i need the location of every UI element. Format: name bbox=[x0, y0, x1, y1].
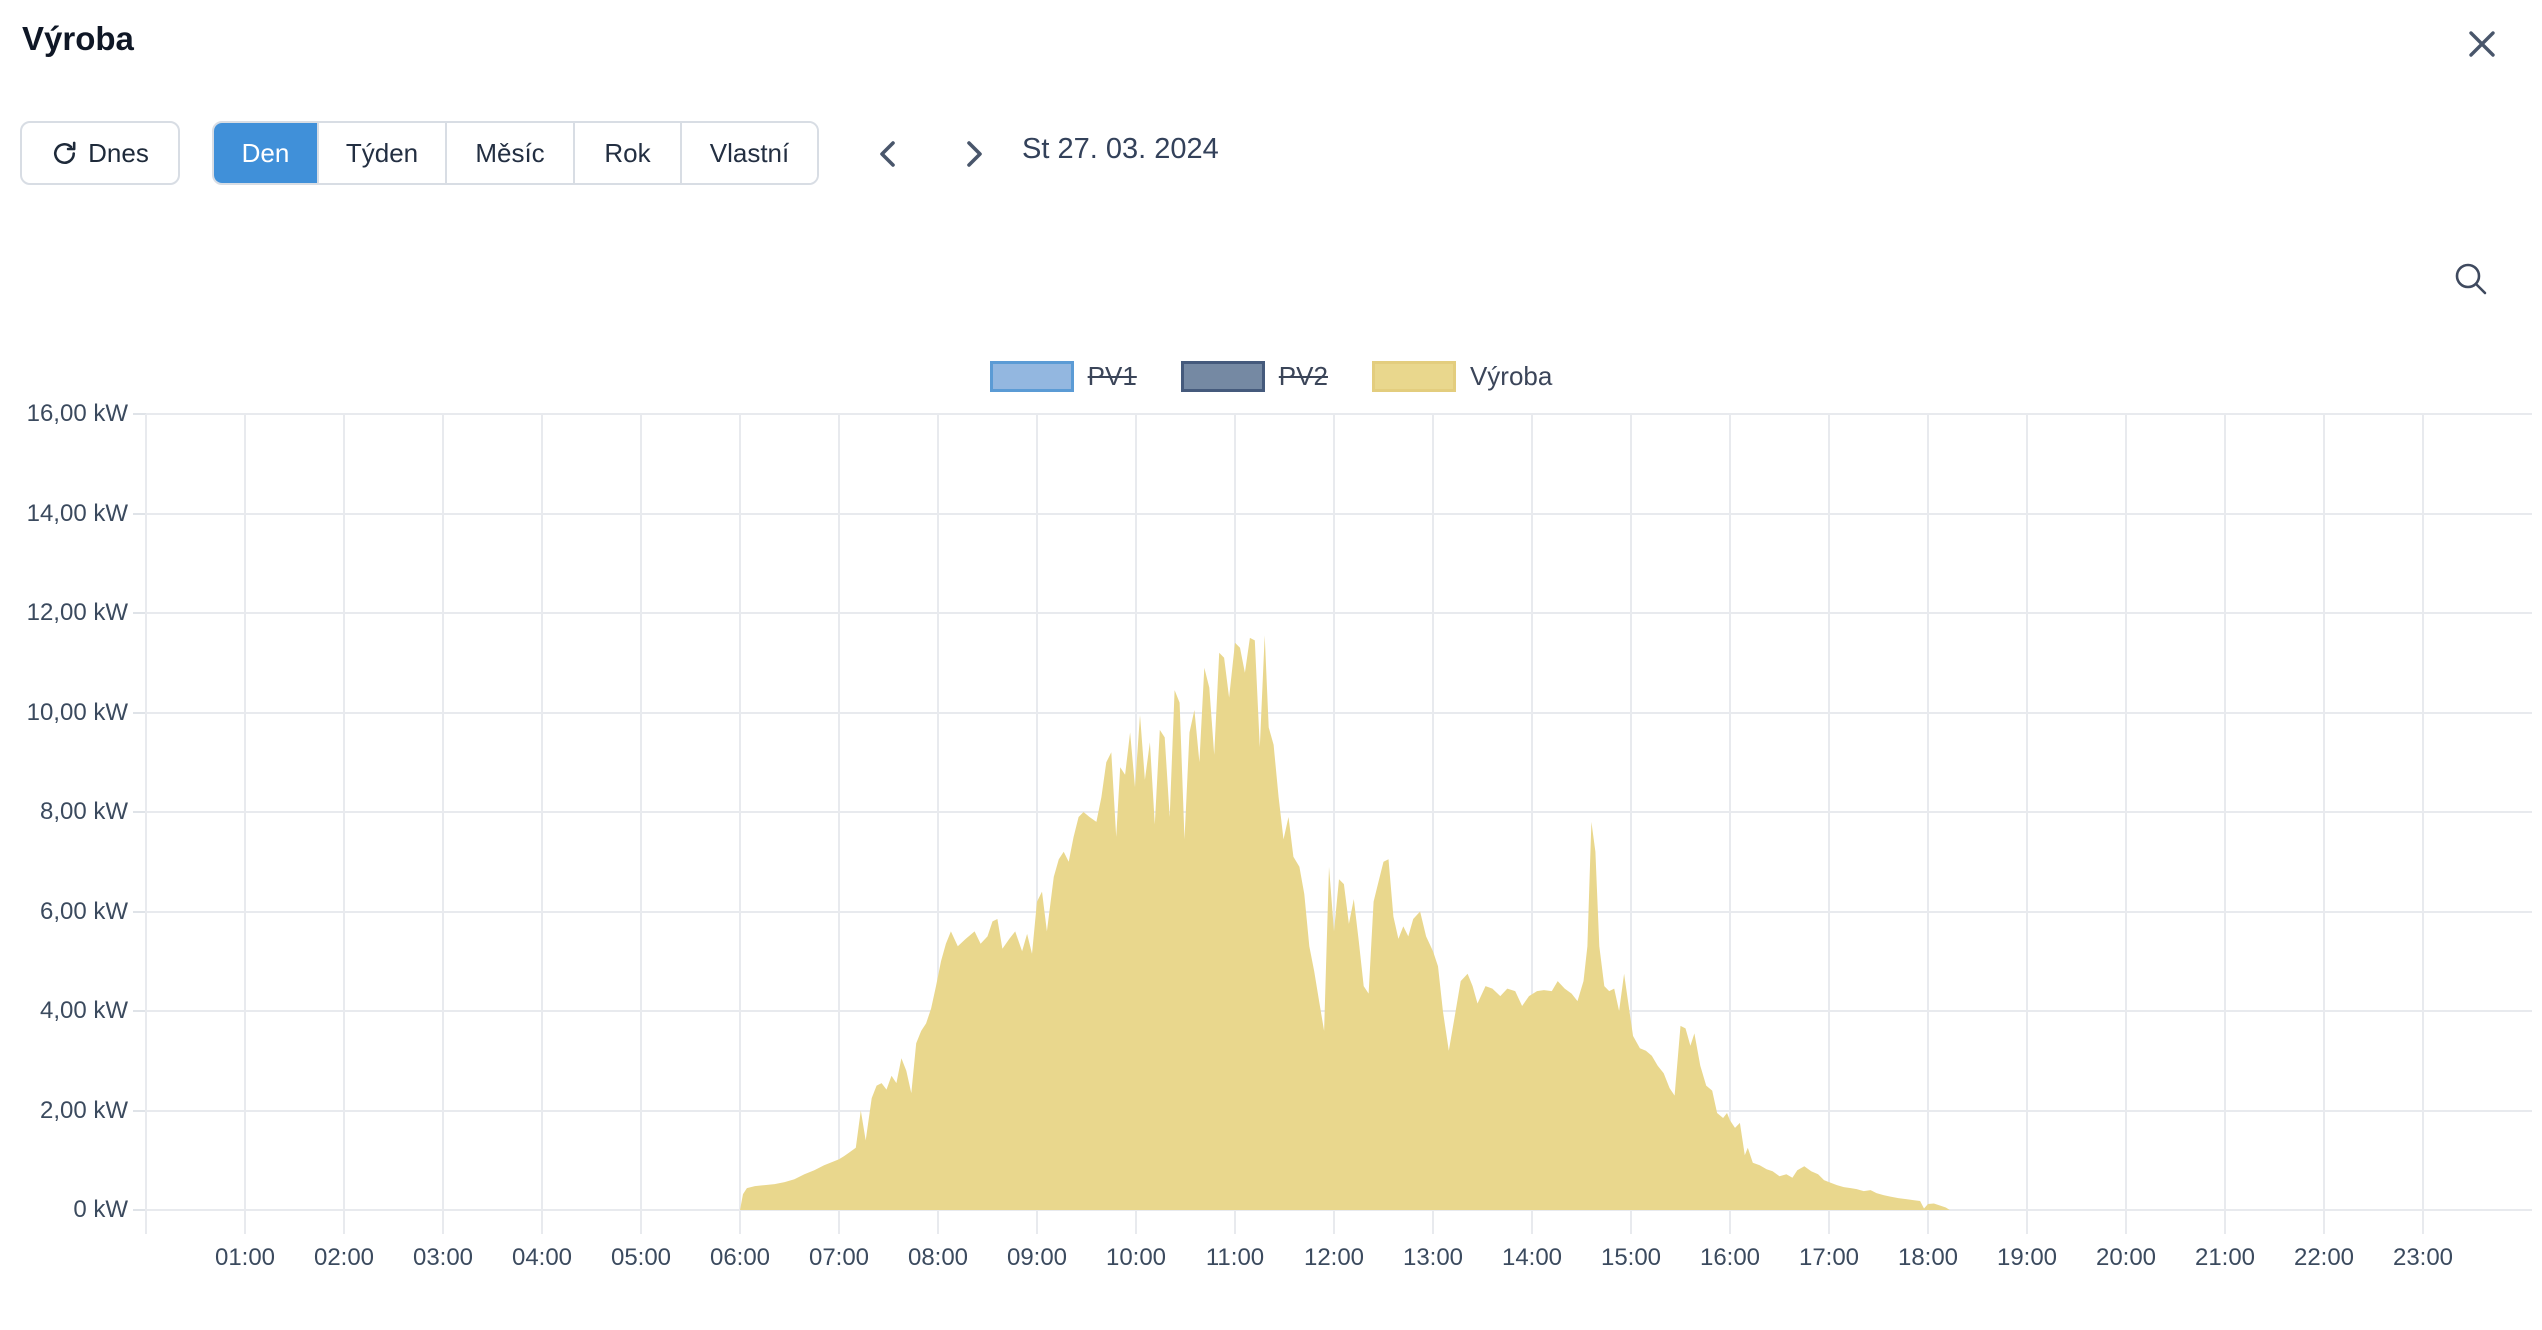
v-gridline bbox=[1333, 414, 1335, 1234]
y-axis-label: 12,00 kW bbox=[26, 599, 128, 626]
v-gridline bbox=[1036, 414, 1038, 1234]
search-icon bbox=[2455, 263, 2487, 295]
y-axis-label: 0 kW bbox=[73, 1196, 128, 1223]
chart-zoom-button[interactable] bbox=[2448, 256, 2494, 302]
x-axis-label: 10:00 bbox=[1105, 1244, 1167, 1271]
v-gridline bbox=[937, 414, 939, 1234]
h-gridline bbox=[146, 612, 2532, 614]
y-axis-label: 2,00 kW bbox=[39, 1096, 128, 1124]
legend-swatch-vyroba bbox=[1371, 361, 1456, 392]
y-axis-tick bbox=[133, 413, 146, 415]
v-gridline bbox=[739, 414, 741, 1234]
v-gridline bbox=[343, 414, 345, 1234]
x-axis-label: 04:00 bbox=[511, 1244, 573, 1271]
v-gridline bbox=[2224, 414, 2226, 1234]
x-axis-label: 15:00 bbox=[1600, 1244, 1662, 1271]
legend-swatch-pv2 bbox=[1180, 361, 1265, 392]
x-axis-label: 06:00 bbox=[709, 1244, 771, 1271]
v-gridline bbox=[1828, 414, 1830, 1234]
x-axis-label: 20:00 bbox=[2095, 1244, 2157, 1271]
v-gridline bbox=[1630, 414, 1632, 1234]
vyroba-area-series bbox=[740, 635, 1950, 1210]
v-gridline bbox=[1927, 414, 1929, 1234]
h-gridline bbox=[146, 711, 2532, 714]
x-axis-label: 16:00 bbox=[1699, 1244, 1761, 1271]
v-gridline bbox=[2125, 414, 2127, 1234]
v-gridline bbox=[2323, 414, 2325, 1234]
range-tab-group: Den Týden Měsíc Rok Vlastní bbox=[212, 121, 819, 185]
legend-item-pv2[interactable]: PV2 bbox=[1180, 361, 1328, 392]
v-gridline bbox=[1432, 414, 1434, 1234]
close-icon bbox=[2469, 31, 2495, 57]
y-axis-label: 14,00 kW bbox=[26, 499, 128, 527]
tab-den[interactable]: Den bbox=[214, 123, 317, 183]
x-axis-label: 12:00 bbox=[1303, 1244, 1365, 1271]
y-axis-tick bbox=[133, 910, 146, 913]
v-gridline bbox=[2422, 414, 2424, 1234]
legend-label-vyroba: Výroba bbox=[1469, 361, 1553, 391]
h-gridline bbox=[146, 512, 2532, 515]
x-axis-label: 09:00 bbox=[1006, 1244, 1068, 1271]
y-axis-label: 6,00 kW bbox=[39, 897, 128, 925]
today-button-label: Dnes bbox=[88, 137, 149, 168]
x-axis-label: 05:00 bbox=[610, 1244, 672, 1271]
y-axis-label: 16,00 kW bbox=[26, 400, 128, 427]
v-gridline bbox=[244, 414, 246, 1234]
x-axis-label: 02:00 bbox=[313, 1244, 375, 1271]
y-axis-tick bbox=[133, 612, 146, 614]
legend-label-pv1: PV1 bbox=[1087, 361, 1137, 391]
chevron-left-icon bbox=[880, 141, 895, 167]
today-button[interactable]: Dnes bbox=[20, 121, 180, 185]
x-axis-label: 13:00 bbox=[1402, 1244, 1464, 1271]
x-axis-label: 22:00 bbox=[2293, 1244, 2355, 1271]
tab-vlastni[interactable]: Vlastní bbox=[680, 123, 817, 183]
v-gridline bbox=[838, 414, 840, 1234]
x-axis-label: 01:00 bbox=[214, 1244, 276, 1271]
y-axis-tick bbox=[133, 512, 146, 515]
h-gridline bbox=[146, 1209, 2532, 1211]
x-axis-label: 17:00 bbox=[1798, 1244, 1860, 1271]
v-gridline bbox=[541, 414, 543, 1234]
plot-left-border bbox=[145, 414, 147, 1234]
v-gridline bbox=[1531, 414, 1533, 1234]
close-button[interactable] bbox=[2460, 22, 2504, 66]
v-gridline bbox=[640, 414, 642, 1234]
x-axis-label: 07:00 bbox=[808, 1244, 870, 1271]
v-gridline bbox=[1729, 414, 1731, 1234]
x-axis-label: 03:00 bbox=[412, 1244, 474, 1271]
tab-mesic[interactable]: Měsíc bbox=[445, 123, 573, 183]
date-label: St 27. 03. 2024 bbox=[1022, 133, 1219, 165]
v-gridline bbox=[2026, 414, 2028, 1234]
y-axis-label: 4,00 kW bbox=[39, 997, 128, 1024]
legend-swatch-pv1 bbox=[989, 361, 1074, 392]
chart-legend: PV1 PV2 Výroba bbox=[0, 361, 2542, 392]
refresh-icon bbox=[54, 141, 76, 164]
x-axis-label: 11:00 bbox=[1205, 1244, 1265, 1271]
y-axis-tick bbox=[133, 811, 146, 813]
y-axis-label: 10,00 kW bbox=[26, 698, 128, 726]
x-axis-label: 08:00 bbox=[907, 1244, 969, 1271]
tab-rok[interactable]: Rok bbox=[573, 123, 680, 183]
y-axis-label: 8,00 kW bbox=[39, 798, 128, 825]
chevron-right-icon bbox=[967, 141, 982, 167]
next-day-button[interactable] bbox=[948, 128, 1000, 180]
x-axis-label: 19:00 bbox=[1996, 1244, 2058, 1271]
y-axis-tick bbox=[133, 1010, 146, 1012]
x-axis-label: 23:00 bbox=[2392, 1244, 2454, 1271]
x-axis-label: 14:00 bbox=[1501, 1244, 1563, 1271]
y-axis-tick bbox=[133, 711, 146, 714]
legend-item-pv1[interactable]: PV1 bbox=[989, 361, 1137, 392]
legend-label-pv2: PV2 bbox=[1278, 361, 1328, 391]
page-title: Výroba bbox=[22, 20, 134, 57]
legend-item-vyroba[interactable]: Výroba bbox=[1371, 361, 1553, 392]
y-axis-tick bbox=[133, 1109, 146, 1112]
tab-tyden[interactable]: Týden bbox=[317, 123, 445, 183]
y-axis-tick bbox=[133, 1209, 146, 1211]
x-axis-label: 18:00 bbox=[1897, 1244, 1959, 1271]
v-gridline bbox=[442, 414, 444, 1234]
x-axis-label: 21:00 bbox=[2194, 1244, 2256, 1271]
prev-day-button[interactable] bbox=[862, 128, 914, 180]
h-gridline bbox=[146, 413, 2532, 415]
h-gridline bbox=[146, 811, 2532, 813]
